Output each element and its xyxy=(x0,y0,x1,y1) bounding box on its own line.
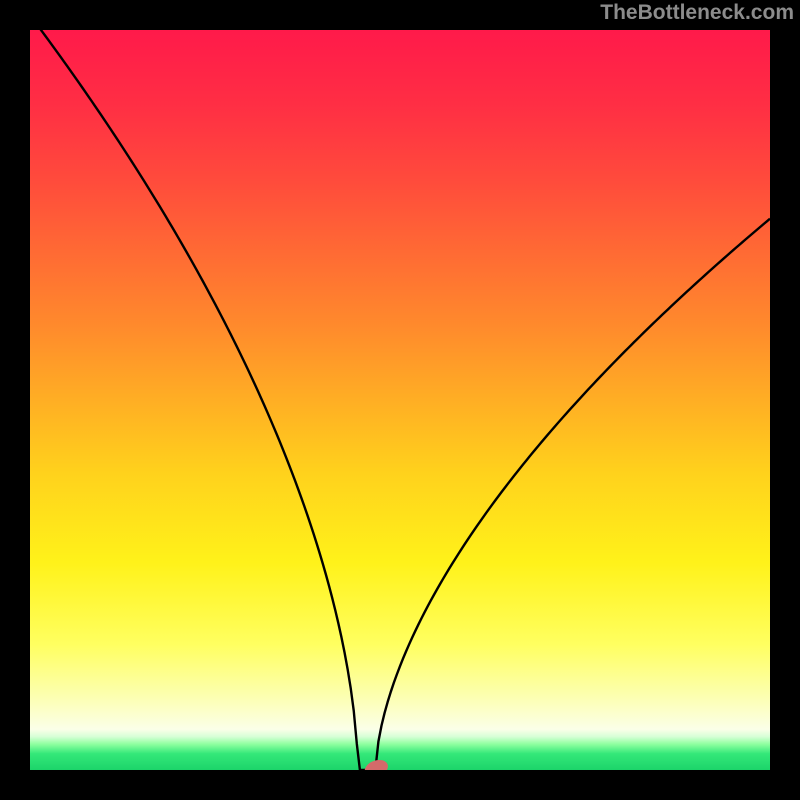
plot-gradient-background xyxy=(30,30,770,770)
chart-svg xyxy=(0,0,800,800)
chart-container: TheBottleneck.com xyxy=(0,0,800,800)
watermark-text: TheBottleneck.com xyxy=(600,1,794,25)
